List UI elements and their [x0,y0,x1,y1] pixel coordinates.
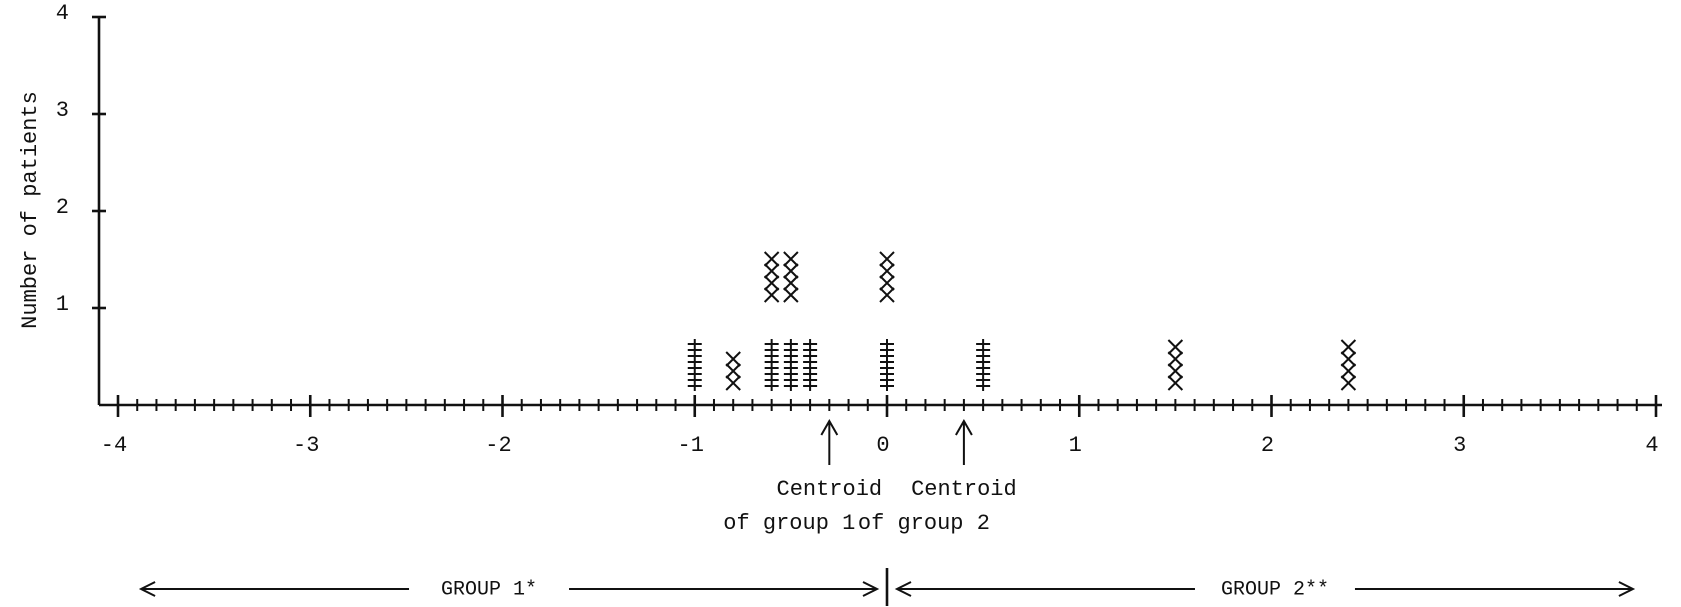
symbol-stack [783,339,798,391]
symbol-stack [783,251,799,303]
x-symbol [725,375,741,391]
x-symbol [879,287,895,303]
legend-label: GROUP 2** [1221,578,1329,601]
centroid-label: of group 2 [858,511,990,536]
y-tick-label: 3 [56,98,69,123]
x-tick-label: -1 [678,433,704,458]
centroid-label: of group 1 [723,511,855,536]
x-symbol [783,275,799,291]
x-symbol [879,251,895,267]
y-axis-label: Number of patients [18,91,43,329]
centroid-arrow [820,418,839,465]
x-symbol [879,263,895,279]
x-tick-label: -3 [293,433,319,458]
symbol-stack [803,339,818,391]
x-symbol [763,287,780,303]
centroid-arrow [955,418,973,465]
group-arrow [138,581,880,597]
x-tick-label: -2 [485,433,511,458]
x-symbol [1167,375,1184,391]
symbol-stack [763,251,780,303]
x-symbol [763,275,780,291]
x-tick-label: 1 [1069,433,1082,458]
symbol-stack [725,351,741,391]
x-symbol [1340,363,1357,379]
symbol-stack [1167,339,1184,391]
x-symbol [783,251,799,267]
x-symbol [783,263,799,279]
symbol-stack [764,339,779,391]
x-tick-label: 4 [1645,433,1658,458]
x-symbol [725,351,741,367]
symbol-stack [687,339,702,391]
symbol-stack [1340,339,1357,391]
x-symbol [1340,339,1357,355]
x-symbol [1167,363,1184,379]
x-symbol [725,363,741,379]
x-symbol [783,287,799,303]
x-symbol [1340,375,1357,391]
symbol-stack [879,251,895,303]
centroid-label: Centroid [911,477,1017,502]
symbol-stack [976,339,991,391]
legend-label: GROUP 1* [441,578,537,601]
y-tick-label: 2 [56,195,69,220]
x-tick-label: 3 [1453,433,1466,458]
y-tick-label: 1 [56,292,69,317]
x-symbol [879,275,895,291]
x-symbol [763,263,780,279]
centroid-label: Centroid [777,477,883,502]
x-symbol [1167,339,1184,355]
x-tick-label: 2 [1261,433,1274,458]
x-symbol [1167,351,1184,367]
group-arrow [894,581,1636,597]
x-tick-label: 0 [876,433,889,458]
y-tick-label: 4 [56,1,69,26]
x-tick-label: -4 [101,433,127,458]
x-symbol [1340,351,1357,367]
symbol-stack [880,339,894,391]
x-symbol [763,251,780,267]
